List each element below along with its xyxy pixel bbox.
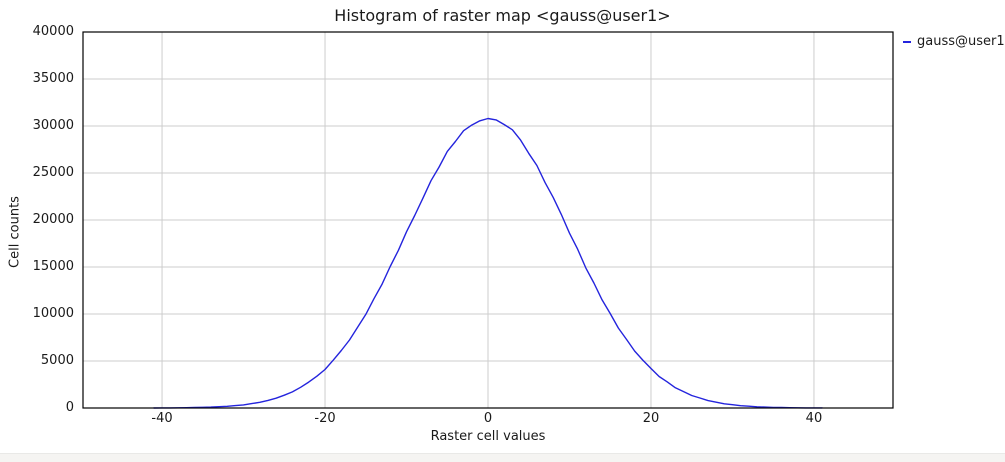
y-axis-label: Cell counts xyxy=(7,196,23,268)
x-tick-label: 40 xyxy=(805,411,823,426)
legend: gauss@user1 xyxy=(903,34,1005,49)
x-tick-label: -20 xyxy=(314,411,336,426)
y-tick-label: 20000 xyxy=(32,212,74,227)
bottom-status-bar xyxy=(0,453,1005,462)
x-tick-label: 20 xyxy=(642,411,660,426)
y-tick-label: 10000 xyxy=(32,306,74,321)
histogram-curve xyxy=(153,117,823,409)
y-tick-label: 30000 xyxy=(32,118,74,133)
plot-frame xyxy=(82,31,894,409)
x-tick-label: 0 xyxy=(483,411,493,426)
y-tick-label: 40000 xyxy=(32,24,74,39)
x-tick-label: -40 xyxy=(151,411,173,426)
legend-label: gauss@user1 xyxy=(917,34,1005,49)
x-axis-label: Raster cell values xyxy=(430,429,546,444)
y-tick-label: 25000 xyxy=(32,165,74,180)
y-tick-label: 0 xyxy=(65,400,74,415)
legend-line-icon xyxy=(903,40,911,43)
y-tick-label: 35000 xyxy=(32,71,74,86)
y-tick-label: 5000 xyxy=(40,353,74,368)
chart-title: Histogram of raster map <gauss@user1> xyxy=(334,6,671,25)
y-tick-label: 15000 xyxy=(32,259,74,274)
